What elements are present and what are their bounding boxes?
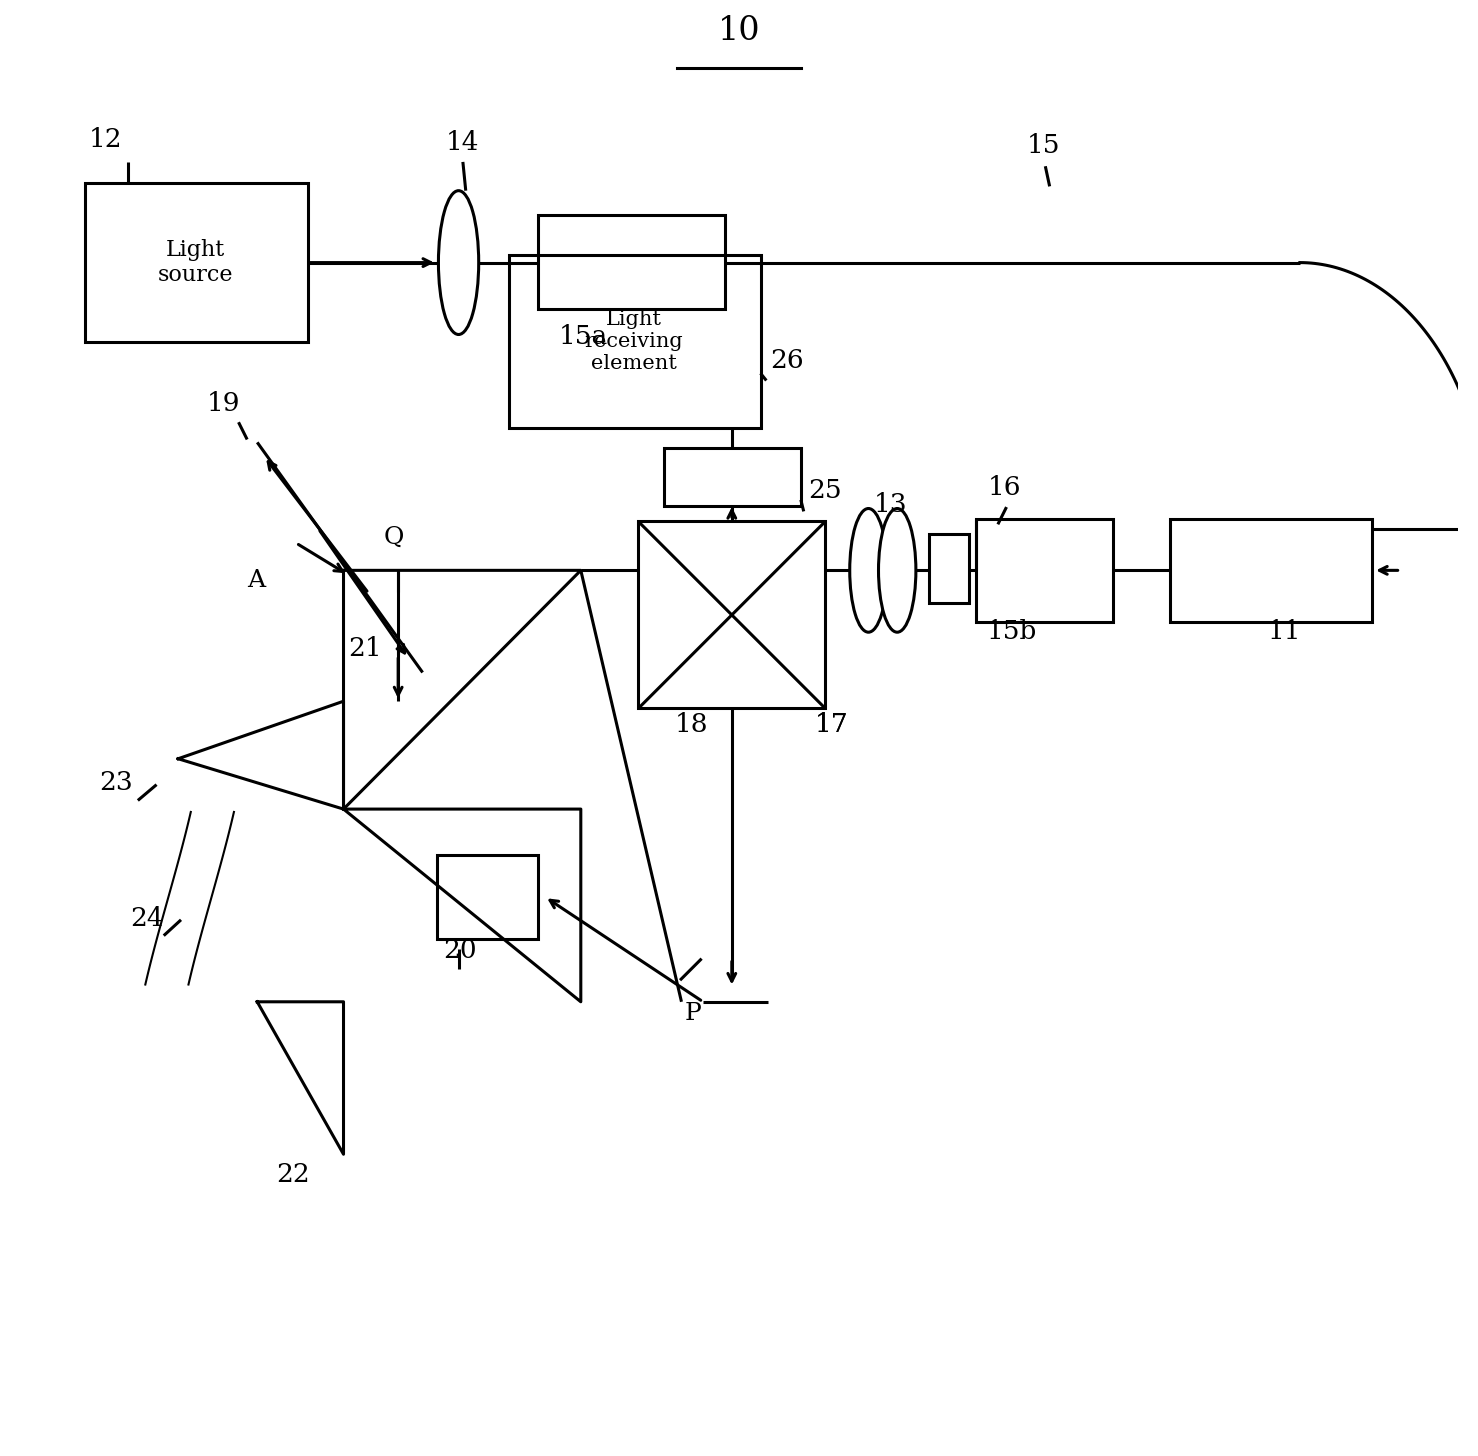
Text: 26: 26 bbox=[770, 348, 804, 373]
Bar bbox=[664, 448, 801, 505]
Bar bbox=[638, 521, 825, 709]
Text: A: A bbox=[247, 569, 265, 593]
Text: 25: 25 bbox=[808, 478, 841, 502]
Ellipse shape bbox=[850, 508, 887, 632]
Bar bbox=[538, 215, 724, 309]
Text: 15a: 15a bbox=[559, 323, 609, 349]
Ellipse shape bbox=[439, 191, 479, 335]
Text: 23: 23 bbox=[99, 770, 133, 795]
Text: 11: 11 bbox=[1268, 619, 1302, 644]
Text: Light
source: Light source bbox=[158, 239, 234, 287]
Bar bbox=[508, 255, 761, 428]
Text: 22: 22 bbox=[276, 1162, 310, 1187]
Text: 18: 18 bbox=[674, 712, 708, 737]
Text: 14: 14 bbox=[446, 130, 479, 154]
Bar bbox=[84, 183, 307, 342]
Text: 24: 24 bbox=[130, 906, 164, 932]
Text: 15b: 15b bbox=[986, 619, 1036, 644]
Text: Light
receiving
element: Light receiving element bbox=[585, 310, 683, 373]
Bar bbox=[1171, 518, 1372, 622]
Ellipse shape bbox=[878, 508, 916, 632]
Text: P: P bbox=[684, 1002, 701, 1025]
Text: 15: 15 bbox=[1027, 132, 1060, 157]
Text: Q: Q bbox=[384, 526, 403, 549]
Bar bbox=[437, 855, 538, 939]
Bar bbox=[928, 534, 970, 603]
Text: 21: 21 bbox=[347, 636, 381, 661]
Bar bbox=[977, 518, 1113, 622]
Text: 20: 20 bbox=[443, 938, 476, 962]
Text: 13: 13 bbox=[873, 492, 907, 517]
Text: 17: 17 bbox=[816, 712, 848, 737]
Text: 12: 12 bbox=[89, 127, 123, 151]
Text: 10: 10 bbox=[718, 15, 760, 47]
Text: 17: 17 bbox=[816, 712, 848, 737]
Text: 16: 16 bbox=[987, 475, 1021, 499]
Text: 19: 19 bbox=[207, 392, 241, 416]
